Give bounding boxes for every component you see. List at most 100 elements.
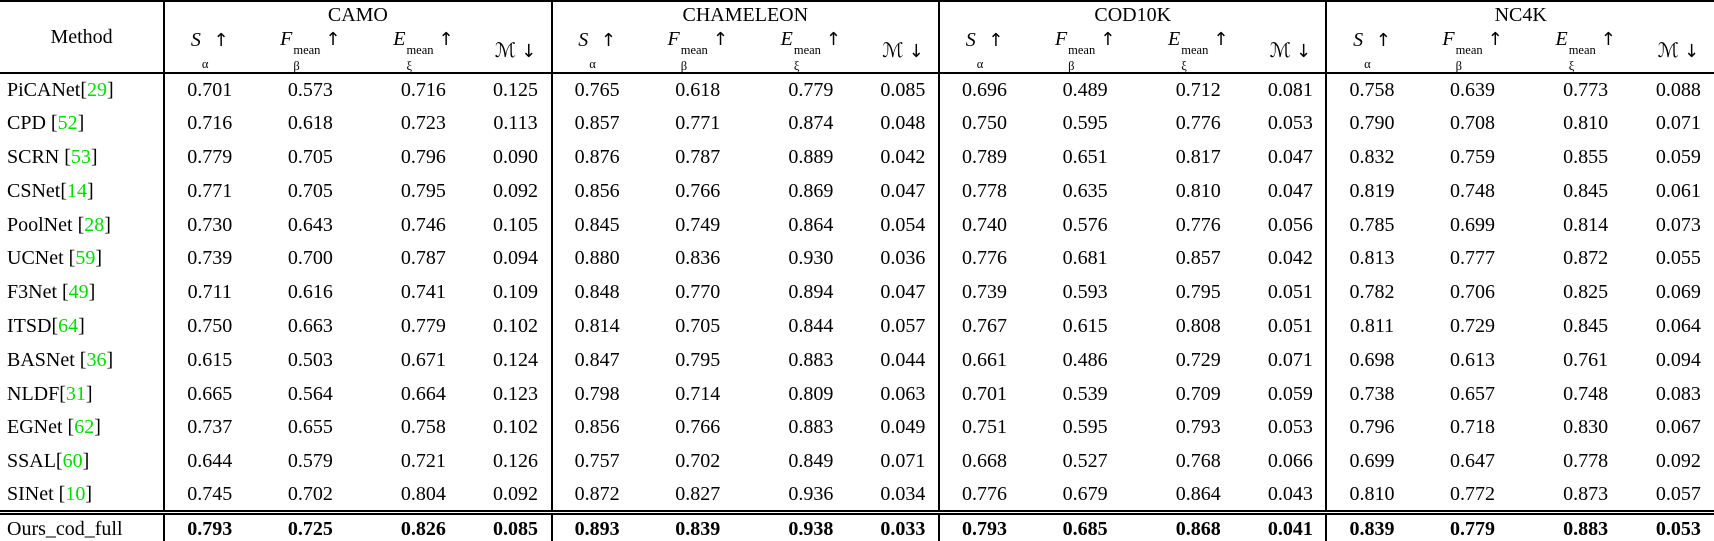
value-cell: 0.048 xyxy=(880,112,926,135)
value-cell: 0.767 xyxy=(937,309,1030,344)
citation-open-bracket: [ xyxy=(77,213,85,236)
citation-link[interactable]: 60 xyxy=(62,450,83,473)
value-cell: 0.671 xyxy=(400,348,446,371)
value-cell: 0.808 xyxy=(1175,314,1221,337)
value-cell: 0.864 xyxy=(1175,482,1221,505)
value-cell: 0.092 xyxy=(1655,450,1701,473)
citation-link[interactable]: 52 xyxy=(57,112,78,135)
table-row: PiCANet[29] 0.701 0.573 0.716 0.125 0.765 0.61… xyxy=(0,73,1714,107)
value-cell: 0.489 xyxy=(1062,78,1108,101)
value-cell: 0.085 xyxy=(480,509,552,541)
value-cell: 0.776 xyxy=(1175,112,1221,135)
value-cell: 0.776 xyxy=(1175,213,1221,236)
value-cell: 0.699 xyxy=(1325,444,1417,479)
method-name: ITSD xyxy=(7,314,52,337)
value-cell: 0.730 xyxy=(163,208,255,242)
value-cell: 0.787 xyxy=(675,145,721,168)
value-cell: 0.826 xyxy=(366,509,481,541)
value-cell: 0.771 xyxy=(163,174,255,209)
value-cell: 0.839 xyxy=(1325,509,1417,541)
value-cell: 0.748 xyxy=(1450,179,1496,202)
method-name: SCRN xyxy=(7,145,65,168)
value-cell: 0.757 xyxy=(550,444,642,479)
citation-link[interactable]: 59 xyxy=(75,247,96,270)
value-cell: 0.856 xyxy=(550,174,642,209)
citation-link[interactable]: 28 xyxy=(84,213,105,236)
citation-link[interactable]: 29 xyxy=(87,78,108,101)
value-cell: 0.782 xyxy=(1325,275,1417,310)
value-cell: 0.047 xyxy=(1267,179,1313,202)
up-arrow-icon: ↑ xyxy=(1100,29,1116,50)
table-row: F3Net [49] 0.711 0.616 0.741 0.109 0.848 0.770… xyxy=(0,275,1714,310)
value-cell: 0.042 xyxy=(1267,247,1313,270)
value-cell: 0.047 xyxy=(880,281,926,304)
citation-close-bracket: ] xyxy=(78,314,85,337)
value-cell: 0.073 xyxy=(1655,213,1701,236)
value-cell: 0.779 xyxy=(1416,509,1529,541)
up-arrow-icon: ↑ xyxy=(1375,30,1391,52)
citation-link[interactable]: 36 xyxy=(86,348,107,371)
dataset-group-header-nc4k: NC4K xyxy=(1325,1,1714,28)
citation-open-bracket: [ xyxy=(80,78,88,101)
method-column-header: Method xyxy=(50,25,113,48)
value-cell: 0.053 xyxy=(1267,112,1313,135)
value-cell: 0.503 xyxy=(287,348,333,371)
value-cell: 0.795 xyxy=(1175,281,1221,304)
metric-symbol: E xyxy=(1168,28,1181,50)
value-cell: 0.777 xyxy=(1450,247,1496,270)
up-arrow-icon: ↑ xyxy=(438,29,454,50)
value-cell: 0.615 xyxy=(1062,314,1108,337)
value-cell: 0.595 xyxy=(1062,112,1108,135)
value-cell: 0.750 xyxy=(937,106,1030,141)
value-cell: 0.041 xyxy=(1255,509,1327,541)
citation-open-bracket: [ xyxy=(58,482,66,505)
method-cell: CSNet[14] xyxy=(0,174,164,208)
metric-symbol: S xyxy=(578,29,589,52)
citation-link[interactable]: 10 xyxy=(65,482,86,505)
method-name: CSNet xyxy=(7,179,61,202)
value-cell: 0.618 xyxy=(287,112,333,135)
citation-link[interactable]: 14 xyxy=(67,179,88,202)
value-cell: 0.761 xyxy=(1563,348,1609,371)
value-cell: 0.771 xyxy=(675,112,721,135)
citation-link[interactable]: 53 xyxy=(70,145,91,168)
value-cell: 0.893 xyxy=(550,509,642,541)
value-cell: 0.855 xyxy=(1563,145,1609,168)
value-cell: 0.872 xyxy=(1563,247,1609,270)
value-cell: 0.564 xyxy=(287,382,333,405)
value-cell: 0.092 xyxy=(493,179,539,202)
citation-close-bracket: ] xyxy=(104,213,111,236)
value-cell: 0.059 xyxy=(1655,145,1701,168)
table-row: SSAL[60] 0.644 0.579 0.721 0.126 0.757 0.702 0.… xyxy=(0,444,1714,479)
value-cell: 0.083 xyxy=(1655,382,1701,405)
citation-link[interactable]: 31 xyxy=(65,382,86,405)
method-cell: BASNet [36] xyxy=(0,343,164,377)
citation-link[interactable]: 62 xyxy=(74,416,95,439)
table-row: UCNet [59] 0.739 0.700 0.787 0.094 0.880 0.836… xyxy=(0,241,1714,276)
value-cell: 0.845 xyxy=(1563,314,1609,337)
value-cell: 0.051 xyxy=(1267,281,1313,304)
citation-link[interactable]: 49 xyxy=(68,281,89,304)
value-cell: 0.779 xyxy=(788,78,834,101)
value-cell: 0.817 xyxy=(1175,145,1221,168)
citation-link[interactable]: 64 xyxy=(58,314,79,337)
value-cell: 0.092 xyxy=(493,482,539,505)
method-cell: EGNet [62] xyxy=(0,411,164,445)
citation-open-bracket: [ xyxy=(67,416,75,439)
value-cell: 0.616 xyxy=(287,281,333,304)
value-cell: 0.033 xyxy=(867,509,939,541)
value-cell: 0.779 xyxy=(163,140,255,175)
value-cell: 0.848 xyxy=(550,275,642,310)
method-name: SINet xyxy=(7,482,59,505)
value-cell: 0.814 xyxy=(1563,213,1609,236)
value-cell: 0.716 xyxy=(400,78,446,101)
value-cell: 0.778 xyxy=(937,174,1030,209)
value-cell: 0.053 xyxy=(1642,509,1714,541)
